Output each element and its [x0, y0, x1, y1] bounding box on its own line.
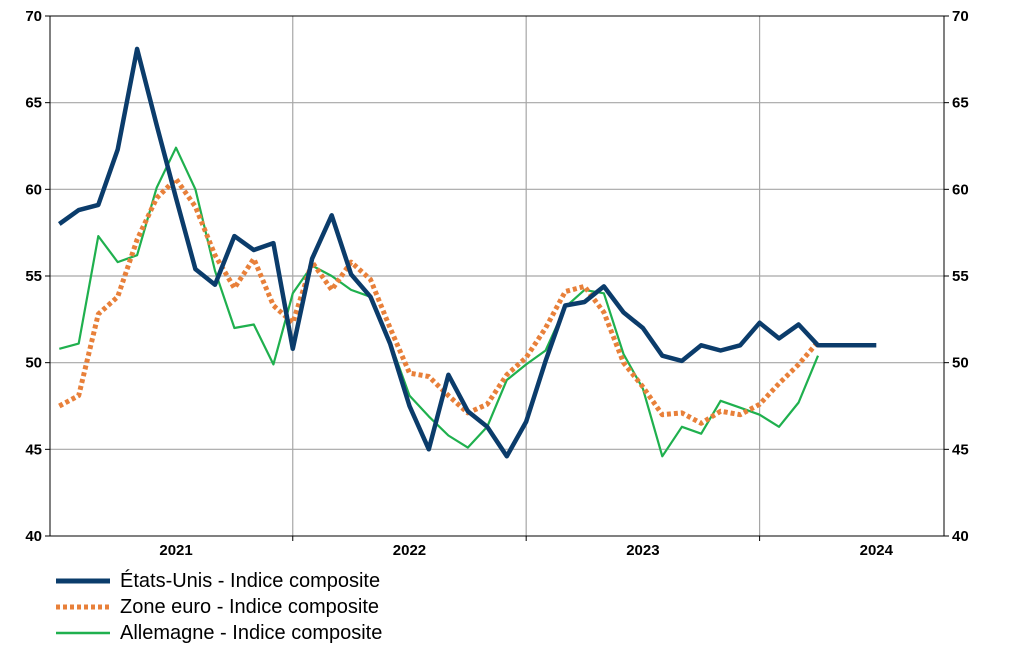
ytick-label-right: 50: [952, 355, 969, 372]
series-line-eurozone: [58, 176, 820, 426]
legend-item-eurozone: Zone euro - Indice composite: [56, 594, 382, 620]
legend-swatch-germany: [56, 631, 110, 635]
ytick-label-right: 45: [952, 441, 969, 458]
legend-item-germany: Allemagne - Indice composite: [56, 620, 382, 646]
grid: [50, 16, 944, 536]
legend: États-Unis - Indice composite Zone euro …: [56, 568, 382, 646]
ytick-label-right: 55: [952, 268, 969, 285]
xtick-label: 2023: [626, 542, 659, 559]
tick-layer: 40 40 45 45 50 50 55 55 60 60 65 65 70 70 2021 2022 2023…: [25, 8, 968, 559]
ytick-label-left: 55: [25, 268, 42, 285]
xtick-label: 2022: [393, 542, 426, 559]
legend-item-us: États-Unis - Indice composite: [56, 568, 382, 594]
ytick-label-right: 70: [952, 8, 969, 25]
line-chart: 40 40 45 45 50 50 55 55 60 60 65 65 70 70 2021 2022 2023…: [25, 8, 968, 559]
legend-swatch-eurozone: [56, 604, 110, 610]
series-line-us: [57, 46, 877, 459]
legend-label-germany: Allemagne - Indice composite: [120, 621, 383, 644]
legend-label-us: États-Unis - Indice composite: [120, 569, 381, 592]
ytick-label-left: 65: [25, 95, 42, 112]
ytick-label-left: 50: [25, 355, 42, 372]
ytick-label-right: 40: [952, 528, 969, 545]
series-line-germany: [59, 146, 820, 458]
ytick-label-left: 70: [25, 8, 42, 25]
xtick-label: 2021: [159, 542, 192, 559]
ytick-label-right: 65: [952, 95, 969, 112]
ytick-label-left: 45: [25, 441, 42, 458]
ytick-label-left: 40: [25, 528, 42, 545]
legend-swatch-us: [56, 578, 110, 584]
ytick-label-left: 60: [25, 181, 42, 198]
series-layer: [57, 46, 877, 459]
legend-label-eurozone: Zone euro - Indice composite: [120, 595, 380, 618]
xtick-label: 2024: [860, 542, 894, 559]
ytick-label-right: 60: [952, 181, 969, 198]
